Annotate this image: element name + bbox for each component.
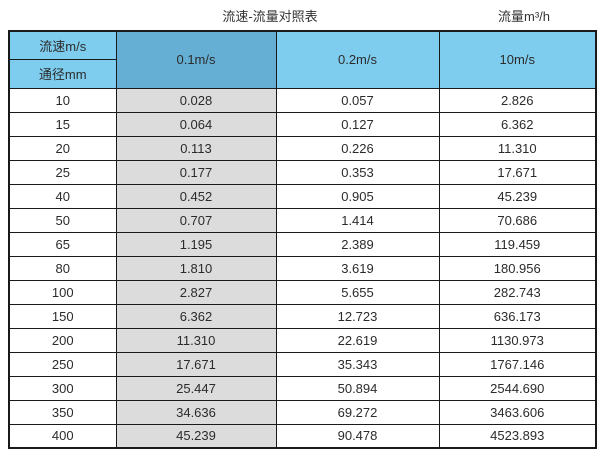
flow-value-cell: 25.447 xyxy=(115,375,277,401)
flow-value-cell: 1.414 xyxy=(275,207,440,233)
velocity-header-0-2: 0.2m/s xyxy=(275,30,440,89)
diameter-cell: 20 xyxy=(8,135,117,161)
flow-value-cell: 2.389 xyxy=(275,231,440,257)
flow-value-cell: 282.743 xyxy=(438,279,597,305)
table-row: 25 0.177 0.353 17.671 xyxy=(8,159,597,185)
table-row: 300 25.447 50.894 2544.690 xyxy=(8,375,597,401)
table-row: 150 6.362 12.723 636.173 xyxy=(8,303,597,329)
table-row: 50 0.707 1.414 70.686 xyxy=(8,207,597,233)
flow-value-cell: 2.827 xyxy=(115,279,277,305)
flow-value-cell: 1.195 xyxy=(115,231,277,257)
flow-value-cell: 90.478 xyxy=(275,423,440,449)
diameter-cell: 250 xyxy=(8,351,117,377)
corner-diameter-header: 通径mm xyxy=(8,59,117,89)
flow-value-cell: 17.671 xyxy=(115,351,277,377)
diameter-cell: 65 xyxy=(8,231,117,257)
flow-rate-table: 流速m/s 0.1m/s 0.2m/s 10m/s 通径mm 10 0.028 0.… xyxy=(8,30,597,449)
table-row: 250 17.671 35.343 1767.146 xyxy=(8,351,597,377)
diameter-cell: 400 xyxy=(8,423,117,449)
table-row: 200 11.310 22.619 1130.973 xyxy=(8,327,597,353)
flow-value-cell: 0.127 xyxy=(275,111,440,137)
corner-velocity-header: 流速m/s xyxy=(8,30,117,60)
flow-value-cell: 0.028 xyxy=(115,87,277,113)
diameter-cell: 25 xyxy=(8,159,117,185)
table-row: 400 45.239 90.478 4523.893 xyxy=(8,423,597,449)
page-title: 流速-流量对照表 xyxy=(222,9,318,24)
flow-value-cell: 0.177 xyxy=(115,159,277,185)
flow-value-cell: 4523.893 xyxy=(438,423,597,449)
diameter-cell: 100 xyxy=(8,279,117,305)
flow-value-cell: 35.343 xyxy=(275,351,440,377)
flow-value-cell: 0.057 xyxy=(275,87,440,113)
flow-value-cell: 50.894 xyxy=(275,375,440,401)
flow-value-cell: 22.619 xyxy=(275,327,440,353)
flow-value-cell: 1130.973 xyxy=(438,327,597,353)
flow-value-cell: 0.905 xyxy=(275,183,440,209)
flow-value-cell: 6.362 xyxy=(115,303,277,329)
flow-value-cell: 2.826 xyxy=(438,87,597,113)
diameter-cell: 350 xyxy=(8,399,117,425)
flow-value-cell: 6.362 xyxy=(438,111,597,137)
flow-value-cell: 0.226 xyxy=(275,135,440,161)
flow-value-cell: 3.619 xyxy=(275,255,440,281)
flow-value-cell: 69.272 xyxy=(275,399,440,425)
diameter-cell: 150 xyxy=(8,303,117,329)
flow-value-cell: 1767.146 xyxy=(438,351,597,377)
table-row: 40 0.452 0.905 45.239 xyxy=(8,183,597,209)
flow-value-cell: 0.064 xyxy=(115,111,277,137)
flow-unit-label: 流量m³/h xyxy=(497,9,551,24)
flow-value-cell: 70.686 xyxy=(438,207,597,233)
flow-value-cell: 0.707 xyxy=(115,207,277,233)
flow-value-cell: 180.956 xyxy=(438,255,597,281)
table-row: 10 0.028 0.057 2.826 xyxy=(8,87,597,113)
diameter-cell: 15 xyxy=(8,111,117,137)
velocity-header-10: 10m/s xyxy=(438,30,597,89)
diameter-cell: 200 xyxy=(8,327,117,353)
table-row: 100 2.827 5.655 282.743 xyxy=(8,279,597,305)
flow-value-cell: 636.173 xyxy=(438,303,597,329)
flow-value-cell: 3463.606 xyxy=(438,399,597,425)
table-row: 65 1.195 2.389 119.459 xyxy=(8,231,597,257)
flow-value-cell: 17.671 xyxy=(438,159,597,185)
flow-value-cell: 11.310 xyxy=(115,327,277,353)
flow-value-cell: 11.310 xyxy=(438,135,597,161)
diameter-cell: 10 xyxy=(8,87,117,113)
flow-value-cell: 45.239 xyxy=(438,183,597,209)
table-header: 流速m/s 0.1m/s 0.2m/s 10m/s 通径mm xyxy=(8,30,597,89)
table-row: 350 34.636 69.272 3463.606 xyxy=(8,399,597,425)
table-row: 15 0.064 0.127 6.362 xyxy=(8,111,597,137)
flow-value-cell: 12.723 xyxy=(275,303,440,329)
table-body: 10 0.028 0.057 2.826 15 0.064 0.127 6.362 20 0.11… xyxy=(8,87,597,449)
flow-value-cell: 119.459 xyxy=(438,231,597,257)
flow-value-cell: 2544.690 xyxy=(438,375,597,401)
flow-value-cell: 0.353 xyxy=(275,159,440,185)
table-row: 80 1.810 3.619 180.956 xyxy=(8,255,597,281)
diameter-cell: 80 xyxy=(8,255,117,281)
flow-value-cell: 5.655 xyxy=(275,279,440,305)
velocity-header-0-1: 0.1m/s xyxy=(115,30,277,89)
flow-value-cell: 0.113 xyxy=(115,135,277,161)
flow-value-cell: 45.239 xyxy=(115,423,277,449)
flow-value-cell: 0.452 xyxy=(115,183,277,209)
flow-value-cell: 34.636 xyxy=(115,399,277,425)
diameter-cell: 40 xyxy=(8,183,117,209)
table-row: 20 0.113 0.226 11.310 xyxy=(8,135,597,161)
diameter-cell: 300 xyxy=(8,375,117,401)
flow-value-cell: 1.810 xyxy=(115,255,277,281)
diameter-cell: 50 xyxy=(8,207,117,233)
